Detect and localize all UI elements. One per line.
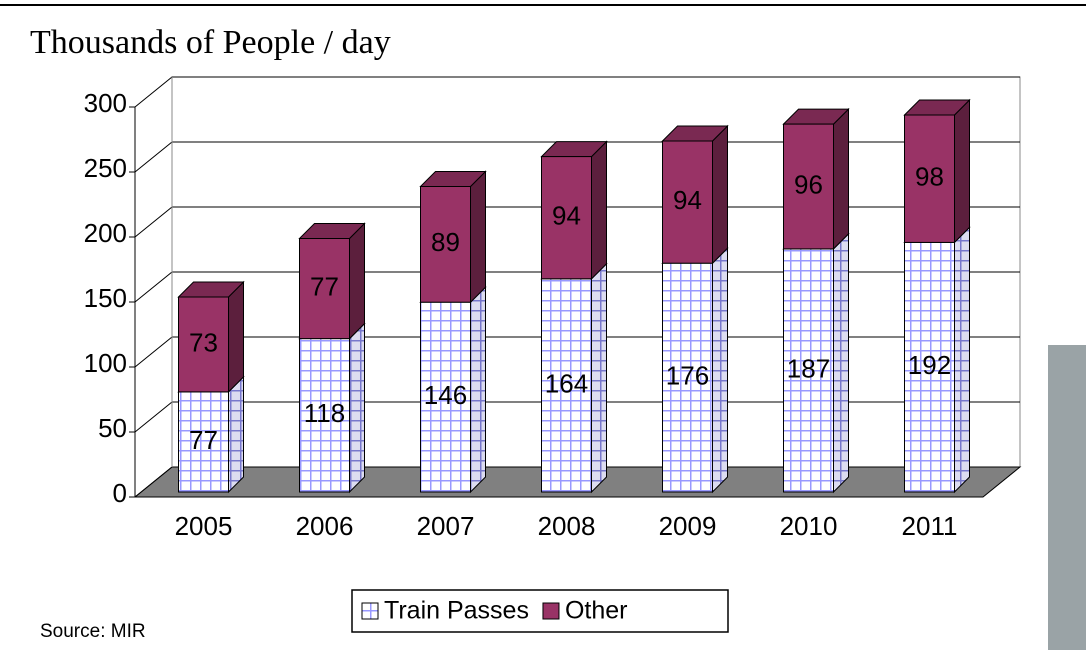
y-tick-label: 100 (84, 348, 127, 378)
bar-side (349, 322, 365, 494)
value-label: 96 (794, 169, 823, 199)
x-tick-label: 2006 (296, 511, 354, 541)
value-label: 94 (673, 185, 702, 215)
bar-side (712, 246, 728, 494)
bar-side (591, 140, 607, 281)
x-tick-label: 2009 (659, 511, 717, 541)
y-tick-label: 150 (84, 283, 127, 313)
x-tick-label: 2007 (417, 511, 475, 541)
legend-label: Other (565, 597, 628, 625)
bar-side (833, 232, 849, 494)
bar (299, 238, 350, 340)
legend-label: Train Passes (384, 597, 529, 625)
value-label: 146 (424, 380, 467, 410)
bar (904, 241, 955, 493)
bar-side (954, 226, 970, 494)
bar-side (228, 280, 244, 394)
y-tick-label: 200 (84, 218, 127, 248)
legend (351, 589, 729, 633)
value-label: 192 (908, 350, 951, 380)
bar-side (591, 262, 607, 494)
bar (541, 156, 592, 280)
bar-side (470, 285, 486, 494)
source: Source: MIR (40, 621, 146, 642)
chart-title: Thousands of People / day (30, 24, 391, 61)
x-tick-label: 2005 (175, 511, 233, 541)
bar-side (833, 107, 849, 251)
legend-swatch (361, 602, 379, 620)
bar (420, 301, 471, 493)
bar (662, 140, 713, 264)
bar (662, 262, 713, 493)
x-tick-label: 2008 (538, 511, 596, 541)
value-label: 187 (787, 353, 830, 383)
legend-swatch (542, 602, 560, 620)
value-label: 164 (545, 368, 588, 398)
y-tick-label: 300 (84, 88, 127, 118)
photo-edge (1048, 345, 1086, 650)
y-tick-label: 250 (84, 153, 127, 183)
value-label: 77 (310, 271, 339, 301)
bar (541, 278, 592, 493)
y-tick-label: 0 (113, 478, 127, 508)
bar-side (349, 222, 365, 340)
x-tick-label: 2010 (780, 511, 838, 541)
x-tick-label: 2011 (902, 511, 958, 541)
value-label: 94 (552, 201, 581, 231)
value-label: 77 (189, 425, 218, 455)
bar-side (470, 170, 486, 304)
bar (783, 123, 834, 250)
value-label: 176 (666, 360, 709, 390)
bar (178, 296, 229, 393)
y-tick-label: 50 (98, 413, 127, 443)
bar (904, 114, 955, 243)
bar (420, 186, 471, 303)
bar-side (712, 124, 728, 265)
value-label: 118 (304, 398, 345, 428)
value-label: 73 (189, 327, 218, 357)
bar (178, 391, 229, 493)
value-label: 98 (915, 162, 944, 192)
value-label: 89 (431, 227, 460, 257)
bar (299, 338, 350, 493)
bar-side (228, 375, 244, 494)
bar-side (954, 98, 970, 244)
